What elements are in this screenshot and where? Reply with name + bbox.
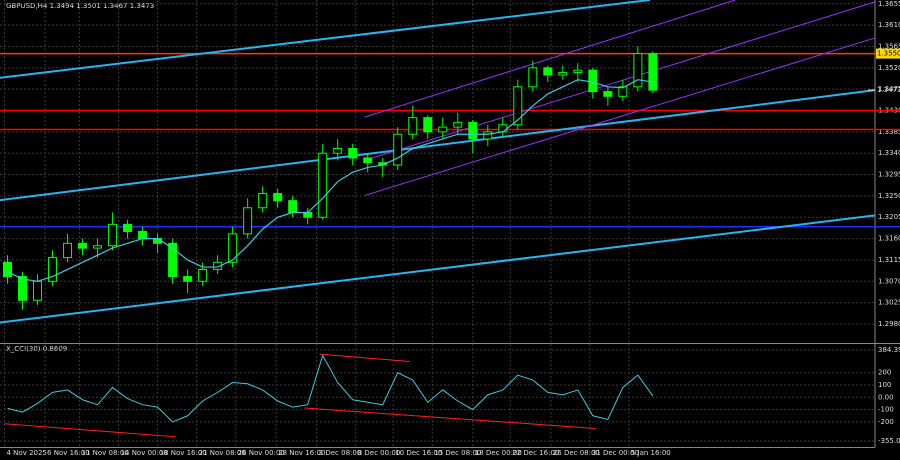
y-tick-label: 1.3610 <box>878 21 900 29</box>
y-tick-label: -355.0371 <box>878 437 900 445</box>
candle-body <box>33 280 43 301</box>
candle-body <box>483 131 493 140</box>
y-tick-label: 1.3340 <box>878 149 900 157</box>
candle-body <box>318 152 328 218</box>
trend-line <box>304 407 596 429</box>
candle-body <box>78 242 88 249</box>
y-tick-label: 1.3475 <box>878 85 900 93</box>
candle-body <box>108 223 118 247</box>
y-tick-label: 100 <box>878 381 891 389</box>
candle-body <box>3 261 13 278</box>
y-tick-label: 1.3520 <box>878 64 900 72</box>
y-tick-label: 0.00 <box>878 393 894 401</box>
trend-line <box>4 423 176 438</box>
y-tick-label: -100 <box>878 406 894 414</box>
current-price-label: 1.3473 <box>877 86 900 94</box>
candle-body <box>63 242 73 259</box>
y-tick-label: 1.3295 <box>878 171 900 179</box>
level-tag <box>876 48 900 59</box>
candle-body <box>348 147 358 159</box>
y-tick-label: 1.3385 <box>878 128 900 136</box>
x-tick-label: 26 Dec 08:00 <box>553 449 600 457</box>
trend-line <box>0 89 876 202</box>
candle-body <box>363 157 373 164</box>
candle-body <box>603 91 613 97</box>
candle-body <box>393 133 403 166</box>
x-tick-label: 10 Dec 16:00 <box>395 449 442 457</box>
y-tick-label: 1.3070 <box>878 277 900 285</box>
candle-body <box>408 117 418 135</box>
x-tick-label: 18 Dec 00:00 <box>475 449 522 457</box>
x-tick-label: 26 Nov 00:00 <box>238 449 285 457</box>
candle-body <box>18 276 28 301</box>
x-tick-label: 21 Nov 08:00 <box>199 449 246 457</box>
x-tick-label: 3 Dec 08:00 <box>319 449 362 457</box>
y-tick-label: 1.2980 <box>878 320 900 328</box>
x-tick-label: 5 Jan 16:00 <box>631 449 671 457</box>
candle-body <box>423 117 433 133</box>
x-tick-label: 15 Dec 08:00 <box>434 449 481 457</box>
candle-body <box>648 53 658 91</box>
candle-body <box>618 86 628 97</box>
y-tick-label: 200 <box>878 369 891 377</box>
y-tick-label: 1.3115 <box>878 256 900 264</box>
candle-body <box>93 245 103 249</box>
y-tick-label: 1.3160 <box>878 235 900 243</box>
x-tick-label: 14 Nov 00:00 <box>121 449 168 457</box>
candle-body <box>213 261 223 270</box>
trend-line <box>364 0 736 118</box>
y-tick-label: 1.3250 <box>878 192 900 200</box>
candle-body <box>573 69 583 74</box>
cci-line <box>7 354 654 423</box>
candle-body <box>513 86 523 126</box>
y-tick-label: 1.3025 <box>878 299 900 307</box>
candle-body <box>438 126 448 133</box>
candle-body <box>528 67 538 88</box>
candle-body <box>303 212 313 218</box>
trend-line <box>319 353 410 362</box>
x-tick-label: 28 Nov 16:00 <box>278 449 325 457</box>
candle-body <box>273 193 283 202</box>
y-tick-label: 1.3565 <box>878 42 900 50</box>
x-tick-label: 11 Nov 08:00 <box>82 449 129 457</box>
candle-body <box>498 124 508 133</box>
candle-body <box>558 72 568 76</box>
candle-body <box>468 121 478 140</box>
candle-body <box>453 121 463 128</box>
candle-body <box>198 268 208 282</box>
y-tick-label: 1.3655 <box>878 0 900 8</box>
candle-body <box>123 223 133 232</box>
candle-body <box>183 276 193 282</box>
trend-line <box>364 37 876 196</box>
candle-body <box>588 69 598 93</box>
candle-body <box>543 67 553 76</box>
y-tick-label: 1.3205 <box>878 213 900 221</box>
candle-body <box>48 257 58 282</box>
x-tick-label: 8 Dec 00:00 <box>358 449 401 457</box>
moving-average <box>7 79 653 282</box>
candle-body <box>243 207 253 235</box>
x-tick-label: 18 Nov 16:00 <box>160 449 207 457</box>
candle-body <box>138 230 148 240</box>
level-label: 1.3550 <box>877 50 900 58</box>
candle-body <box>633 53 643 88</box>
x-tick-label: 31 Dec 00:00 <box>592 449 639 457</box>
indicator-title: X_CCI(30) 0.8609 <box>6 345 67 353</box>
y-tick-label: 384.3971 <box>878 346 900 354</box>
x-tick-label: 4 Nov 2025 <box>7 449 47 457</box>
x-tick-label: 22 Dec 16:00 <box>512 449 559 457</box>
candle-body <box>258 193 268 209</box>
chart-title: GBPUSD,H4 1.3494 1.3501 1.3467 1.3473 <box>6 2 154 10</box>
candle-body <box>228 233 238 263</box>
candle-body <box>333 147 343 154</box>
trend-line <box>364 1 876 161</box>
trend-line <box>0 0 650 79</box>
candle-body <box>288 200 298 214</box>
x-tick-label: 6 Nov 16:00 <box>47 449 90 457</box>
y-tick-label: -200 <box>878 418 894 426</box>
trend-line <box>0 214 876 324</box>
candle-body <box>168 242 178 278</box>
